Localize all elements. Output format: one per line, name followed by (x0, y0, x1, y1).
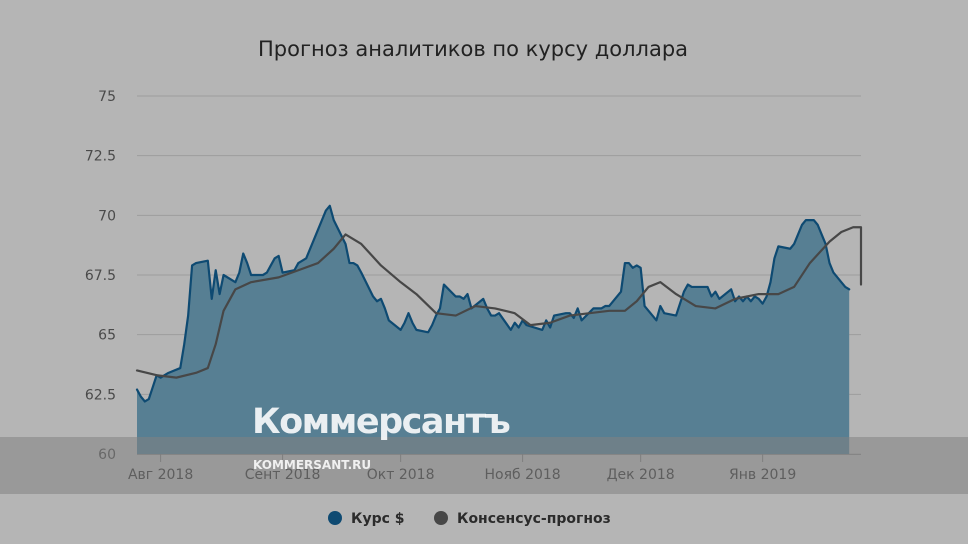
y-tick-label: 72.5 (85, 149, 116, 165)
series-area-fill-0 (137, 205, 850, 454)
series-line-layer (135, 204, 863, 403)
y-tick-label: 75 (98, 89, 116, 105)
series-line-consensus (135, 226, 863, 379)
y-tick-label: 70 (98, 208, 116, 224)
watermark-site: KOMMERSANT.RU (253, 458, 372, 472)
legend-marker (328, 511, 342, 525)
legend-label[interactable]: Курс $ (351, 511, 405, 527)
y-tick-label: 65 (98, 328, 116, 344)
watermark-logo: Коммерсантъ (252, 402, 511, 442)
y-tick-label: 67.5 (85, 268, 116, 284)
legend-marker (434, 511, 448, 525)
y-tick-label: 62.5 (85, 387, 116, 403)
legend-label[interactable]: Консенсус-прогноз (457, 511, 611, 527)
series-area-layer (137, 205, 850, 454)
legend: Курс $ Консенсус-прогноз (328, 511, 611, 527)
chart-title: Прогноз аналитиков по курсу доллара (258, 37, 688, 61)
watermark-band (0, 437, 968, 494)
series-line-rate (135, 204, 851, 403)
